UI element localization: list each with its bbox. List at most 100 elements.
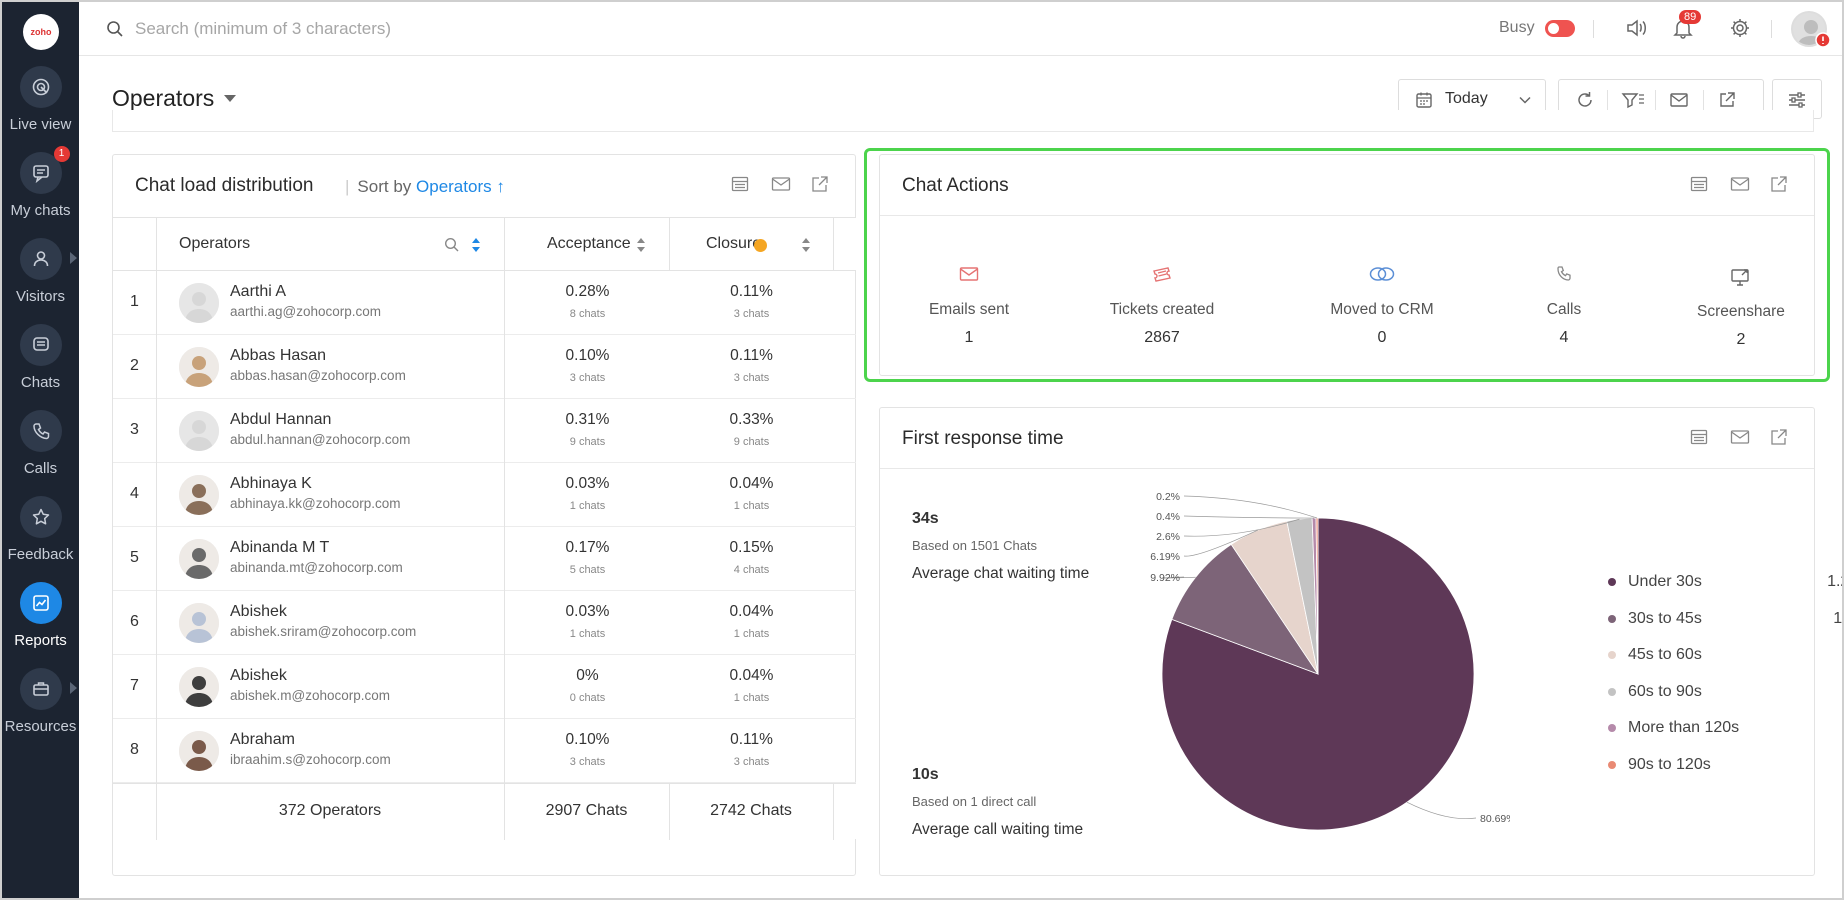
legend-label: 90s to 120s	[1628, 755, 1711, 773]
app-logo[interactable]: zoho	[23, 14, 59, 50]
chat-actions-title: Chat Actions	[902, 175, 1009, 196]
table-row[interactable]: 8 Abraham ibraahim.s@zohocorp.com 0.10% 3 ch…	[113, 719, 856, 783]
sidebar-item-label: Resources	[4, 718, 77, 735]
closure-percent: 0.04%	[729, 667, 774, 684]
pie-slice[interactable]	[1171, 543, 1320, 675]
sort-control[interactable]: | Sort by Operators ↑	[345, 177, 505, 196]
acceptance-chats: 0 chats	[569, 692, 606, 704]
sidebar-item-calls[interactable]: Calls	[2, 410, 79, 477]
sidebar-item-live-view[interactable]: Live view	[2, 66, 79, 133]
column-acceptance[interactable]: Acceptance	[547, 235, 631, 252]
gear-icon[interactable]	[1729, 17, 1751, 39]
stat-label: Average chat waiting time	[912, 565, 1090, 582]
call-waiting-stat: 10s Based on 1 direct call Average call …	[912, 766, 1083, 839]
busy-toggle[interactable]	[1545, 20, 1575, 37]
sidebar-item-feedback[interactable]: Feedback	[2, 496, 79, 563]
sort-icon[interactable]	[636, 236, 646, 254]
table-row[interactable]: 4 Abhinaya K abhinaya.kk@zohocorp.com 0.03%…	[113, 463, 856, 527]
column-closure[interactable]: Closure	[706, 235, 762, 252]
action-value: 4	[1559, 329, 1569, 346]
external-link-icon[interactable]	[1770, 175, 1788, 193]
previous-widget-edge	[112, 110, 1814, 132]
operator-email: abishek.sriram@zohocorp.com	[230, 624, 417, 639]
closure-info-icon[interactable]	[754, 239, 767, 252]
closure-percent: 0.11%	[730, 731, 773, 748]
external-link-icon[interactable]	[1770, 428, 1788, 446]
expand-arrow-icon[interactable]	[70, 252, 77, 264]
title-dropdown-icon[interactable]	[224, 95, 236, 102]
sort-icon[interactable]	[471, 236, 481, 254]
crm-icon	[1369, 267, 1395, 281]
table-view-icon[interactable]	[1690, 175, 1708, 193]
legend-value: 149	[1833, 609, 1843, 627]
table-row[interactable]: 7 Abishek abishek.m@zohocorp.com 0% 0 chats 0…	[113, 655, 856, 719]
legend-label: 60s to 90s	[1628, 682, 1702, 700]
legend-item[interactable]: 60s to 90s 39	[1608, 682, 1842, 703]
operator-name: Abbas Hasan	[230, 347, 327, 364]
table-row[interactable]: 3 Abdul Hannan abdul.hannan@zohocorp.com 0.…	[113, 399, 856, 463]
refresh-icon[interactable]	[1575, 90, 1595, 110]
external-link-icon[interactable]	[811, 175, 829, 193]
sidebar-item-label: Calls	[23, 460, 58, 477]
action-calls: Calls 4	[1474, 265, 1654, 347]
acceptance-percent: 0.03%	[565, 603, 610, 620]
phone-icon	[32, 423, 49, 440]
mail-icon[interactable]	[1669, 90, 1689, 110]
sort-icon[interactable]	[801, 236, 811, 254]
table-row[interactable]: 6 Abishek abishek.sriram@zohocorp.com 0.03%…	[113, 591, 856, 655]
sidebar-item-label: Visitors	[16, 288, 65, 305]
row-number: 3	[130, 421, 139, 438]
acceptance-percent: 0%	[576, 667, 599, 684]
table-row[interactable]: 2 Abbas Hasan abbas.hasan@zohocorp.com 0.10…	[113, 335, 856, 399]
chat-load-title: Chat load distribution	[135, 175, 314, 196]
pie-chart: 80.69% 9.92% 6.19% 2.6% 0.4% 0.2%	[1150, 491, 1510, 831]
search-icon[interactable]	[444, 237, 460, 253]
sidebar-item-label: Reports	[14, 632, 67, 649]
row-number: 7	[130, 677, 139, 694]
legend-value: 1.2K	[1827, 573, 1842, 590]
column-operators[interactable]: Operators	[179, 235, 251, 252]
stat-label: Average call waiting time	[912, 821, 1084, 838]
legend-item[interactable]: Under 30s 1.2K	[1608, 573, 1842, 593]
mail-icon[interactable]	[771, 175, 791, 193]
table-row[interactable]: 1 Aarthi A aarthi.ag@zohocorp.com 0.28% 8 ch…	[113, 271, 856, 335]
sidebar-item-resources[interactable]: Resources	[2, 668, 79, 735]
sort-value[interactable]: Operators ↑	[416, 177, 505, 196]
sidebar-item-visitors[interactable]: Visitors	[2, 238, 79, 305]
legend-item[interactable]: More than 120s 6	[1608, 719, 1842, 739]
closure-percent: 0.11%	[730, 283, 773, 300]
screenshare-icon	[1731, 269, 1749, 286]
expand-arrow-icon[interactable]	[70, 682, 77, 694]
legend-item[interactable]: 30s to 45s 149	[1608, 609, 1843, 630]
chats-icon	[32, 337, 49, 351]
action-value: 0	[1377, 329, 1387, 346]
operator-avatar	[179, 667, 219, 707]
mail-icon[interactable]	[1730, 175, 1750, 193]
sidebar-item-chats[interactable]: Chats	[2, 324, 79, 391]
operator-name: Abishek	[230, 667, 287, 684]
chevron-down-icon	[1519, 96, 1531, 104]
sidebar-item-my-chats[interactable]: 1 My chats	[2, 146, 79, 219]
reports-icon	[32, 595, 49, 611]
external-link-icon[interactable]	[1717, 90, 1737, 110]
table-row[interactable]: 5 Abinanda M T abinanda.mt@zohocorp.com 0.1…	[113, 527, 856, 591]
table-view-icon[interactable]	[1690, 428, 1708, 446]
table-view-icon[interactable]	[731, 175, 749, 193]
ticket-icon	[1153, 267, 1171, 282]
operator-avatar	[179, 283, 219, 323]
sound-icon[interactable]	[1625, 17, 1649, 39]
row-number: 8	[130, 741, 139, 758]
page-title[interactable]: Operators	[112, 85, 215, 111]
legend-item[interactable]: 45s to 60s 93	[1608, 646, 1842, 666]
mail-icon[interactable]	[1730, 428, 1750, 446]
closure-percent: 0.04%	[729, 475, 774, 492]
closure-chats: 3 chats	[733, 756, 770, 768]
operator-email: abhinaya.kk@zohocorp.com	[230, 496, 401, 511]
stat-value: 10s	[912, 766, 939, 783]
sidebar-item-reports[interactable]: Reports	[2, 582, 79, 649]
legend-item[interactable]: 90s to 120s 3	[1608, 755, 1842, 776]
sort-label: Sort by	[357, 177, 412, 196]
search-input[interactable]	[135, 16, 635, 42]
sidebar: zoho Live view 1 My chats Visitors Chats…	[2, 2, 79, 898]
filter-icon[interactable]	[1621, 90, 1645, 110]
